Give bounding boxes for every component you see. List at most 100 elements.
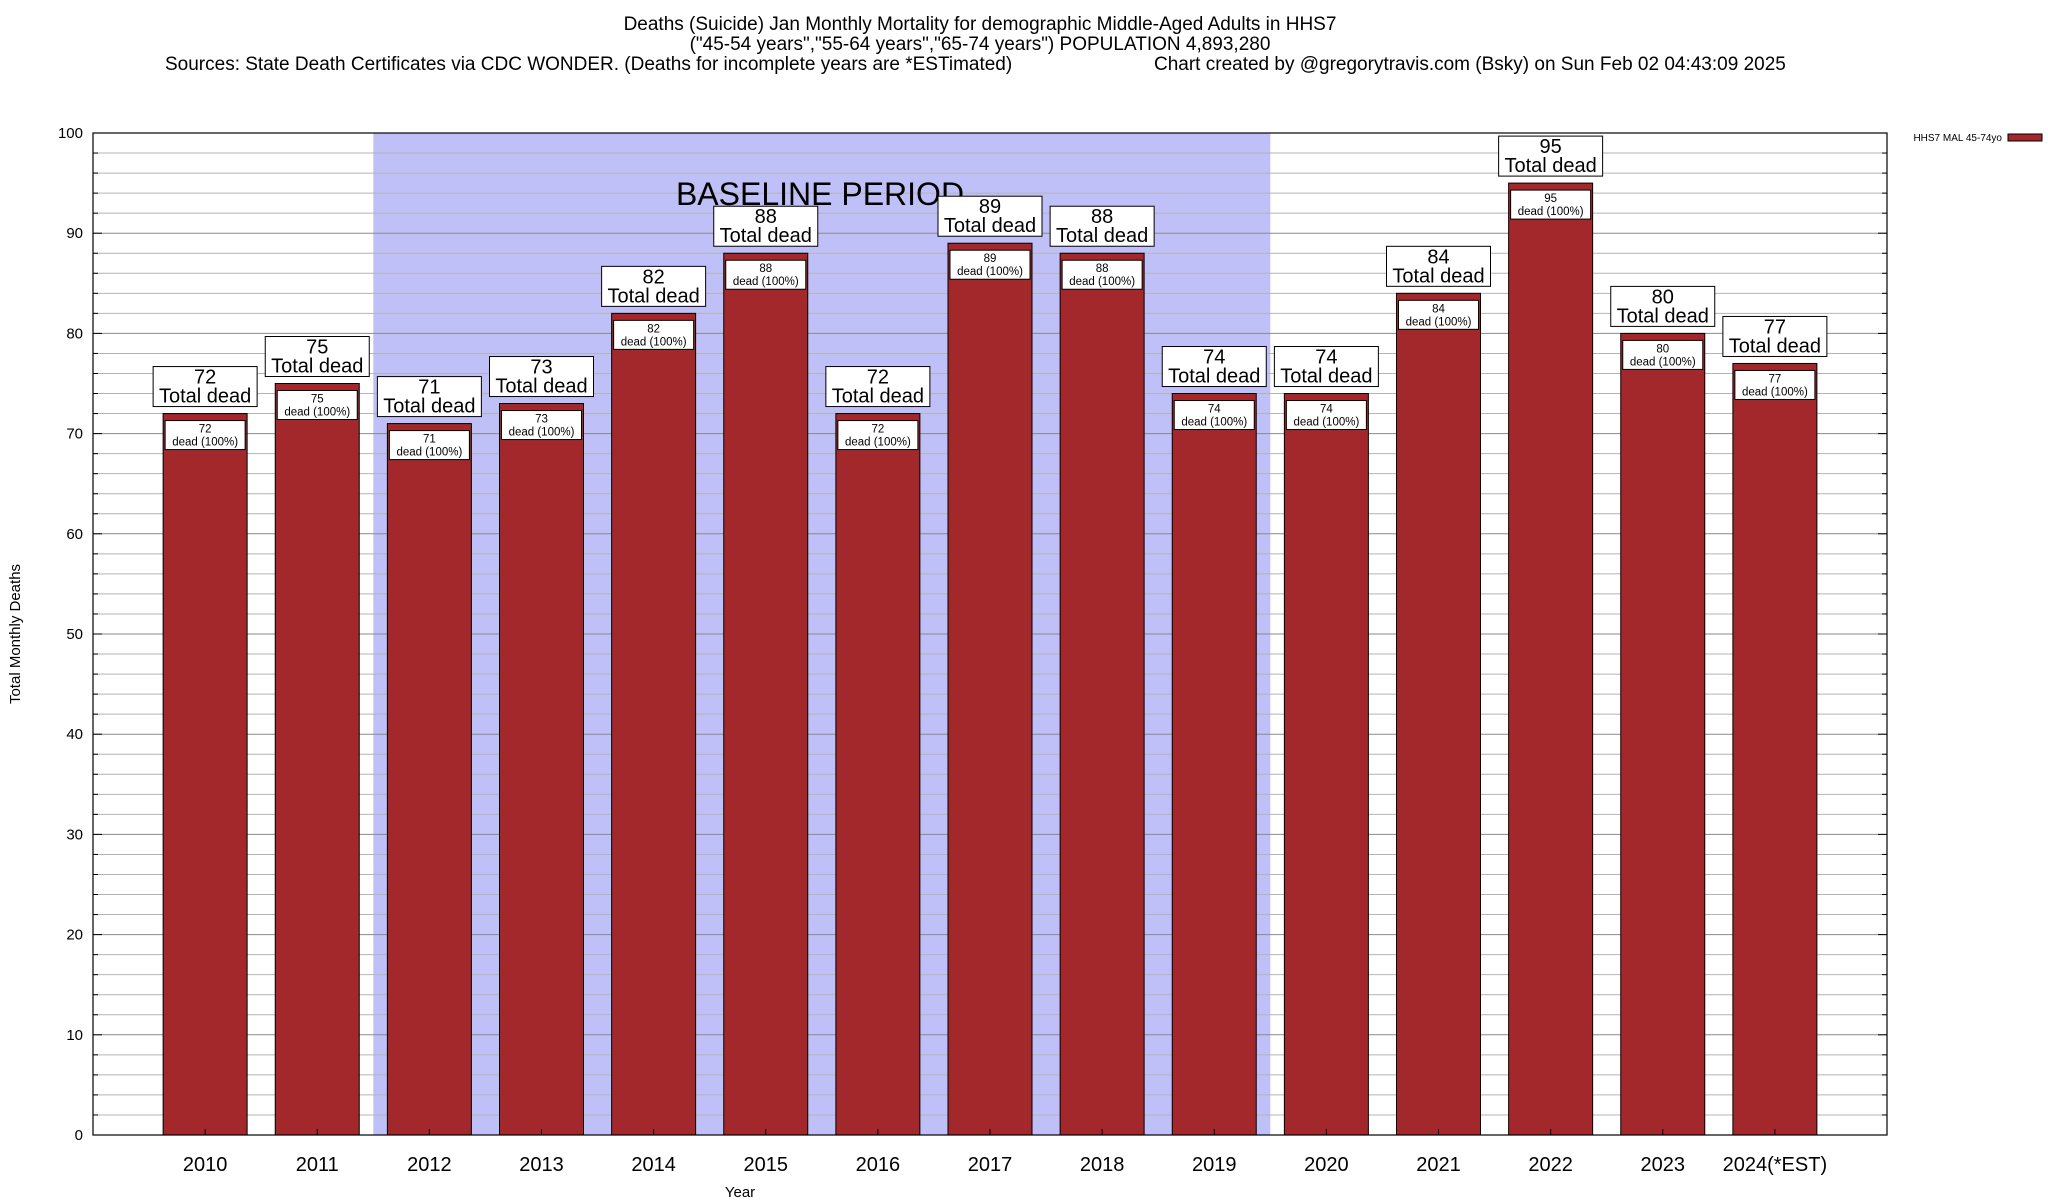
bar-top-value: 74	[1315, 347, 1337, 369]
bar-inner-value: 74	[1208, 404, 1221, 416]
bar	[1171, 393, 1257, 1136]
bar-inner-label-box	[1173, 400, 1255, 431]
bar-top-value: 74	[1203, 347, 1225, 369]
bar	[1508, 182, 1594, 1136]
bar-top-value: 84	[1427, 246, 1449, 268]
bar-top-label-box	[489, 356, 594, 398]
bar-top-label-box	[825, 366, 931, 408]
bar-inner-label: dead (100%)	[1181, 417, 1247, 429]
bar-top-label-box	[937, 195, 1043, 237]
bar-inner-value: 88	[1096, 263, 1109, 275]
bar-top-label: Total dead	[1392, 265, 1484, 287]
chart-subtitle: ("45-54 years","55-64 years","65-74 year…	[689, 34, 1271, 55]
legend-swatch	[2007, 133, 2043, 142]
y-tick-label: 30	[66, 826, 83, 843]
bar-top-value: 88	[1091, 206, 1113, 228]
bar-inner-label: dead (100%)	[957, 266, 1023, 278]
x-tick-label: 2013	[519, 1154, 564, 1176]
bar-inner-label: dead (100%)	[1518, 206, 1584, 218]
bar-inner-label-box	[1622, 339, 1704, 370]
x-axis-title: Year	[725, 1184, 755, 1200]
y-tick-label: 50	[66, 626, 83, 643]
bar-top-value: 75	[306, 337, 328, 359]
bar-top-label-box	[264, 336, 370, 377]
bar-inner-label-box	[613, 319, 695, 350]
x-tick-label: 2024(*EST)	[1723, 1154, 1828, 1176]
x-tick-label: 2012	[407, 1154, 452, 1176]
bar-top-value: 88	[755, 206, 777, 228]
y-tick-label: 100	[58, 125, 83, 142]
bar-inner-value: 72	[199, 424, 212, 436]
bar-top-label-box	[1610, 285, 1716, 327]
bar-top-value: 72	[194, 367, 216, 389]
y-tick-label: 60	[66, 526, 83, 543]
bar-inner-label-box	[949, 249, 1031, 280]
bar-inner-label-box	[1398, 299, 1479, 330]
bar-top-label: Total dead	[1280, 366, 1372, 388]
bar-inner-label-box	[388, 430, 470, 461]
bar-inner-label: dead (100%)	[733, 276, 799, 288]
bar-top-value: 77	[1764, 316, 1786, 338]
bar	[835, 413, 921, 1136]
bar-top-value: 72	[867, 367, 889, 389]
bar	[1396, 292, 1481, 1136]
x-tick-label: 2017	[968, 1154, 1013, 1176]
x-tick-label: 2011	[296, 1154, 339, 1176]
bar-inner-label: dead (100%)	[1069, 276, 1135, 288]
bar-inner-label-box	[1061, 259, 1143, 290]
x-tick-label: 2010	[183, 1154, 228, 1176]
bar-inner-label-box	[1285, 400, 1367, 431]
bar	[611, 312, 697, 1136]
bar	[1059, 252, 1145, 1136]
x-tick-label: 2022	[1528, 1154, 1573, 1176]
bar-inner-label-box	[1734, 369, 1816, 400]
bar-inner-label-box	[1510, 189, 1592, 220]
bar-inner-value: 84	[1432, 303, 1445, 315]
bar-inner-value: 80	[1656, 343, 1669, 355]
bar-top-label-box	[376, 376, 482, 418]
bar	[947, 242, 1033, 1136]
x-tick-label: 2018	[1080, 1154, 1125, 1176]
chart-title: Deaths (Suicide) Jan Monthly Mortality f…	[623, 14, 1337, 35]
legend-label: HHS7 MAL 45-74yo	[1913, 133, 2002, 144]
bar-inner-label-box	[501, 410, 582, 441]
bar-top-label: Total dead	[1617, 305, 1709, 327]
bar-inner-label-box	[164, 420, 246, 451]
bar-top-label: Total dead	[1504, 155, 1596, 177]
x-tick-label: 2021	[1416, 1154, 1461, 1176]
bar-inner-label: dead (100%)	[1293, 417, 1359, 429]
bar	[1732, 362, 1818, 1136]
bar-inner-value: 74	[1320, 404, 1333, 416]
bar-inner-label-box	[725, 259, 807, 290]
bar-top-label: Total dead	[271, 356, 363, 378]
bar	[723, 252, 809, 1136]
bar-top-label: Total dead	[1056, 225, 1148, 247]
bar-top-label: Total dead	[383, 396, 475, 418]
bar-inner-label-box	[837, 420, 919, 451]
chart-credit: Chart created by @gregorytravis.com (Bsk…	[1154, 54, 1786, 75]
source-note: Sources: State Death Certificates via CD…	[165, 54, 1013, 75]
bar-inner-label: dead (100%)	[1742, 386, 1808, 398]
y-tick-label: 40	[66, 726, 83, 743]
x-tick-label: 2020	[1304, 1154, 1349, 1176]
bar-top-label: Total dead	[1729, 335, 1821, 357]
bar-top-value: 89	[979, 196, 1001, 218]
bar-inner-label: dead (100%)	[396, 447, 462, 459]
y-tick-label: 70	[66, 426, 83, 443]
bar-top-label: Total dead	[495, 376, 587, 398]
bar-top-label-box	[713, 205, 819, 247]
bar-inner-label: dead (100%)	[172, 437, 238, 449]
bar-top-label-box	[1386, 245, 1491, 287]
y-tick-label: 20	[66, 927, 83, 944]
y-tick-label: 0	[75, 1127, 83, 1144]
plot-border	[92, 132, 1888, 1136]
x-tick-label: 2019	[1192, 1154, 1237, 1176]
y-tick-label: 90	[66, 225, 83, 242]
bar-inner-label: dead (100%)	[621, 336, 687, 348]
bar-top-label-box	[1049, 205, 1155, 247]
bar-inner-value: 95	[1544, 193, 1557, 205]
bar-inner-value: 71	[423, 434, 436, 446]
bar	[162, 413, 248, 1136]
bar	[386, 423, 472, 1136]
